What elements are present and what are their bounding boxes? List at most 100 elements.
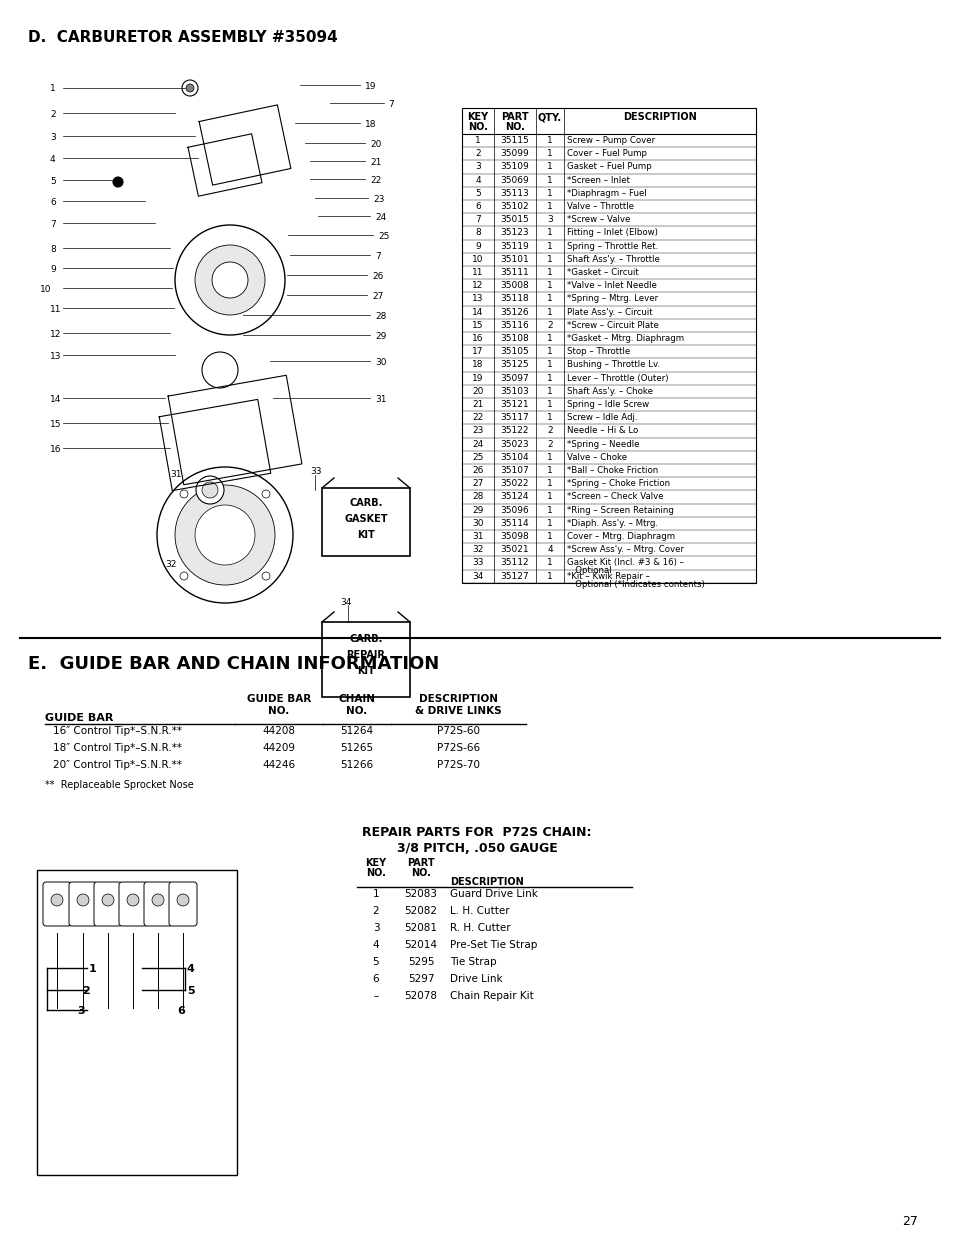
- Text: 5295: 5295: [407, 957, 434, 967]
- Text: 35117: 35117: [500, 414, 529, 422]
- Text: 1: 1: [547, 479, 553, 488]
- Text: P72S-70: P72S-70: [436, 760, 479, 769]
- Text: P72S-60: P72S-60: [436, 726, 479, 736]
- Text: 35015: 35015: [500, 215, 529, 225]
- Text: 5: 5: [187, 986, 194, 995]
- Text: NO.: NO.: [366, 868, 386, 878]
- Text: 1: 1: [547, 361, 553, 369]
- Text: L. H. Cutter: L. H. Cutter: [450, 906, 509, 916]
- Text: 2: 2: [547, 426, 552, 436]
- Text: 35125: 35125: [500, 361, 529, 369]
- Text: 1: 1: [547, 268, 553, 277]
- Text: Chain Repair Kit: Chain Repair Kit: [450, 990, 533, 1002]
- Text: 35022: 35022: [500, 479, 529, 488]
- Circle shape: [202, 482, 218, 498]
- FancyBboxPatch shape: [69, 882, 97, 926]
- Text: 51266: 51266: [340, 760, 374, 769]
- Text: 1: 1: [89, 965, 96, 974]
- Text: 20: 20: [472, 387, 483, 395]
- Text: Shaft Ass'y. – Throttle: Shaft Ass'y. – Throttle: [566, 254, 659, 264]
- Text: *Spring – Mtrg. Lever: *Spring – Mtrg. Lever: [566, 294, 658, 304]
- Text: 23: 23: [373, 195, 384, 204]
- Text: 1: 1: [547, 347, 553, 356]
- Text: 35107: 35107: [500, 466, 529, 475]
- Text: 5: 5: [373, 957, 379, 967]
- Text: 9: 9: [50, 266, 55, 274]
- Text: Cover – Fuel Pump: Cover – Fuel Pump: [566, 149, 646, 158]
- Text: 3/8 PITCH, .050 GAUGE: 3/8 PITCH, .050 GAUGE: [396, 842, 557, 855]
- Text: 11: 11: [472, 268, 483, 277]
- Text: 5: 5: [475, 189, 480, 198]
- Text: 51265: 51265: [340, 743, 374, 753]
- Text: 35097: 35097: [500, 374, 529, 383]
- Text: 17: 17: [472, 347, 483, 356]
- Text: 35119: 35119: [500, 242, 529, 251]
- Text: 1: 1: [547, 308, 553, 316]
- Text: 35102: 35102: [500, 203, 529, 211]
- Text: & DRIVE LINKS: & DRIVE LINKS: [415, 706, 501, 716]
- Text: CARB.: CARB.: [349, 498, 382, 508]
- Text: 10: 10: [472, 254, 483, 264]
- Text: *Gasket – Mtrg. Diaphragm: *Gasket – Mtrg. Diaphragm: [566, 333, 683, 343]
- Text: **  Replaceable Sprocket Nose: ** Replaceable Sprocket Nose: [45, 781, 193, 790]
- Text: 9: 9: [475, 242, 480, 251]
- Text: 20: 20: [370, 140, 381, 149]
- Text: 35123: 35123: [500, 228, 529, 237]
- Text: Valve – Choke: Valve – Choke: [566, 453, 626, 462]
- Circle shape: [262, 572, 270, 580]
- Text: 31: 31: [375, 395, 386, 404]
- Text: 4: 4: [373, 940, 379, 950]
- Text: 52078: 52078: [404, 990, 437, 1002]
- Circle shape: [102, 894, 113, 906]
- Text: 25: 25: [472, 453, 483, 462]
- Text: 12: 12: [50, 330, 61, 338]
- Text: *Spring – Choke Friction: *Spring – Choke Friction: [566, 479, 669, 488]
- Text: PART: PART: [500, 112, 528, 122]
- Text: 21: 21: [370, 158, 381, 167]
- Text: 26: 26: [372, 272, 383, 282]
- Text: 35113: 35113: [500, 189, 529, 198]
- Text: 35099: 35099: [500, 149, 529, 158]
- Text: 2: 2: [82, 986, 90, 995]
- Text: 5: 5: [50, 177, 55, 186]
- Text: 6: 6: [373, 974, 379, 984]
- Text: 7: 7: [475, 215, 480, 225]
- Text: 4: 4: [475, 175, 480, 184]
- Text: 52081: 52081: [404, 923, 437, 932]
- Text: KIT: KIT: [356, 530, 375, 540]
- Text: 12: 12: [472, 282, 483, 290]
- Text: 24: 24: [472, 440, 483, 448]
- Text: 16: 16: [472, 333, 483, 343]
- Text: 1: 1: [475, 136, 480, 144]
- Text: 14: 14: [50, 395, 61, 404]
- Text: 35101: 35101: [500, 254, 529, 264]
- FancyBboxPatch shape: [144, 882, 172, 926]
- FancyBboxPatch shape: [43, 882, 71, 926]
- Text: *Gasket – Circuit: *Gasket – Circuit: [566, 268, 639, 277]
- Text: 35112: 35112: [500, 558, 529, 567]
- Text: 1: 1: [547, 505, 553, 515]
- Text: Needle – Hi & Lo: Needle – Hi & Lo: [566, 426, 638, 436]
- Text: 52014: 52014: [404, 940, 437, 950]
- Text: Drive Link: Drive Link: [450, 974, 502, 984]
- Text: 35118: 35118: [500, 294, 529, 304]
- FancyBboxPatch shape: [94, 882, 122, 926]
- Text: 1: 1: [50, 84, 55, 93]
- Text: 28: 28: [472, 493, 483, 501]
- Circle shape: [186, 84, 193, 91]
- Text: 19: 19: [365, 82, 376, 91]
- Text: 18: 18: [365, 120, 376, 128]
- Circle shape: [195, 475, 224, 504]
- Text: 35126: 35126: [500, 308, 529, 316]
- Text: P72S-66: P72S-66: [436, 743, 479, 753]
- Text: *Spring – Needle: *Spring – Needle: [566, 440, 639, 448]
- Text: 35098: 35098: [500, 532, 529, 541]
- Text: 22: 22: [370, 177, 381, 185]
- Text: 35127: 35127: [500, 572, 529, 580]
- Text: 35023: 35023: [500, 440, 529, 448]
- Text: Spring – Throttle Ret.: Spring – Throttle Ret.: [566, 242, 658, 251]
- Text: Valve – Throttle: Valve – Throttle: [566, 203, 634, 211]
- Text: E.  GUIDE BAR AND CHAIN INFORMATION: E. GUIDE BAR AND CHAIN INFORMATION: [28, 655, 438, 673]
- Text: NO.: NO.: [504, 122, 524, 132]
- Text: 21: 21: [472, 400, 483, 409]
